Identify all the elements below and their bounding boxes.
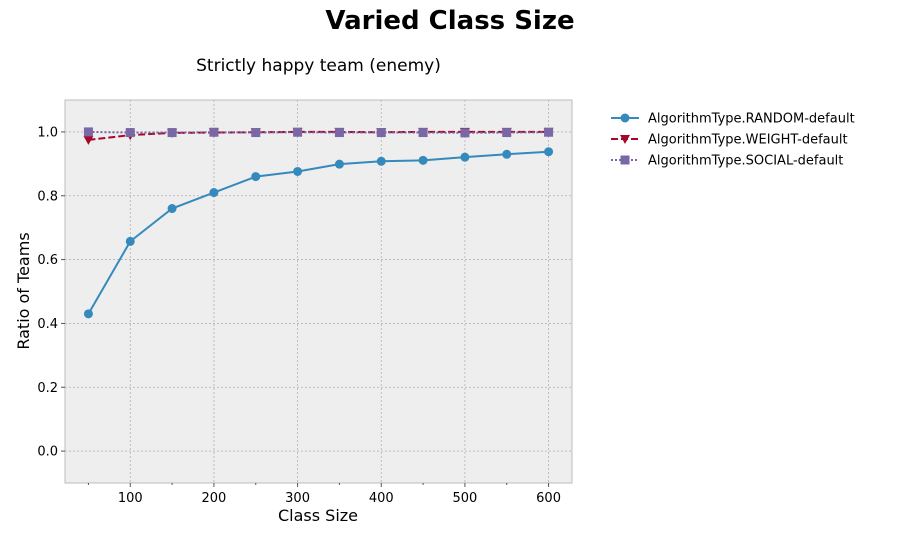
legend-label: AlgorithmType.SOCIAL-default [648, 154, 843, 169]
series-2 [83, 127, 554, 138]
legend-label: AlgorithmType.WEIGHT-default [648, 133, 848, 148]
data-point [544, 127, 554, 137]
data-point [502, 149, 512, 159]
data-point [376, 156, 386, 166]
x-tick-label: 300 [285, 491, 310, 506]
legend-item: AlgorithmType.WEIGHT-default [611, 133, 848, 148]
y-tick-label: 0.8 [37, 189, 58, 204]
x-tick-label: 600 [536, 491, 561, 506]
chart-title: Strictly happy team (enemy) [196, 56, 441, 76]
data-point [251, 172, 261, 182]
y-tick-label: 0.4 [37, 317, 58, 332]
data-point [167, 128, 177, 138]
data-point [167, 204, 177, 214]
data-point [83, 135, 94, 145]
chart-suptitle: Varied Class Size [325, 6, 575, 36]
y-axis: 0.0 0.2 0.4 0.6 0.8 1.0 [37, 125, 65, 460]
data-point [125, 128, 135, 138]
data-point [502, 128, 512, 138]
data-point [418, 155, 428, 165]
legend-marker [620, 135, 630, 144]
x-axis: 100 200 300 400 500 600 [87, 483, 561, 506]
data-point [334, 159, 344, 169]
data-point [83, 309, 93, 319]
legend-item: AlgorithmType.RANDOM-default [611, 112, 855, 127]
y-tick-label: 1.0 [37, 125, 58, 140]
legend-marker [620, 113, 630, 123]
series-line [88, 130, 549, 134]
data-point [251, 128, 261, 138]
y-tick-label: 0.0 [37, 445, 58, 460]
legend-label: AlgorithmType.RANDOM-default [648, 112, 855, 127]
y-tick-label: 0.2 [37, 381, 58, 396]
x-tick-label: 200 [202, 491, 227, 506]
plot-frame [64, 99, 573, 484]
x-tick-label: 500 [452, 491, 477, 506]
data-point [125, 236, 135, 246]
x-tick-label: 400 [369, 491, 394, 506]
data-point [376, 128, 386, 138]
y-axis-label: Ratio of Teams [14, 232, 33, 349]
legend: AlgorithmType.RANDOM-default AlgorithmTyp… [611, 112, 855, 169]
data-point [209, 188, 219, 198]
data-point [334, 128, 344, 138]
series-line [88, 130, 549, 141]
data-point [83, 127, 93, 137]
data-point [418, 128, 428, 138]
data-point [293, 127, 303, 137]
y-tick-label: 0.6 [37, 253, 58, 268]
series-line [87, 150, 549, 315]
data-point [209, 127, 219, 137]
plot-area [65, 100, 572, 483]
data-point [460, 152, 470, 162]
series-0 [83, 147, 554, 319]
series-group [83, 127, 554, 319]
x-axis-label: Class Size [278, 506, 358, 525]
legend-item: AlgorithmType.SOCIAL-default [611, 154, 843, 169]
x-tick-label: 100 [118, 491, 143, 506]
data-point [293, 166, 303, 176]
data-point [544, 147, 554, 157]
data-point [460, 128, 470, 138]
legend-marker [620, 155, 630, 165]
